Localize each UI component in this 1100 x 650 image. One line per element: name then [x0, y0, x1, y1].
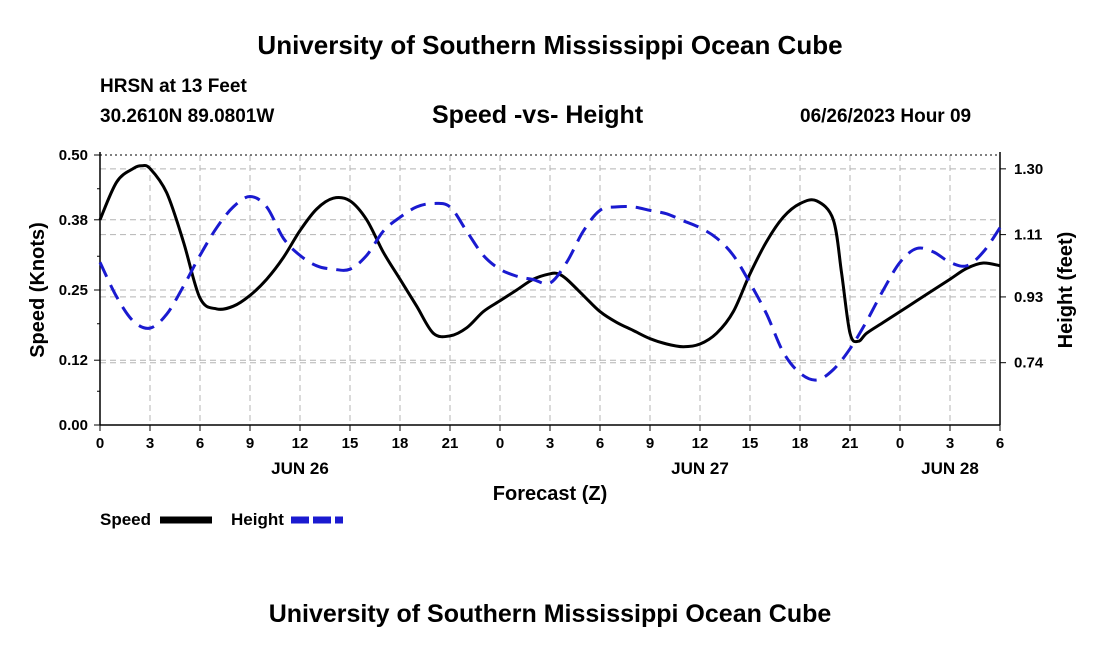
x-tick-label: 15: [742, 435, 759, 452]
station-label: HRSN at 13 Feet: [100, 76, 247, 97]
x-tick-label: 9: [646, 435, 654, 452]
y2-tick-label: 0.93: [1014, 289, 1043, 306]
x-axis-title: Forecast (Z): [493, 483, 607, 505]
y-tick-label: 0.00: [59, 417, 88, 434]
station-coords: 30.2610N 89.0801W: [100, 106, 275, 127]
chart-subtitle: Speed -vs- Height: [432, 101, 644, 129]
forecast-datetime: 06/26/2023 Hour 09: [800, 106, 972, 127]
x-tick-label: 3: [146, 435, 154, 452]
x-tick-label: 0: [896, 435, 904, 452]
y-tick-label: 0.25: [59, 282, 88, 299]
x-tick-label: 6: [996, 435, 1004, 452]
x-tick-label: 18: [392, 435, 409, 452]
y-axis-title: Speed (Knots): [27, 222, 49, 358]
y-tick-label: 0.50: [59, 147, 88, 164]
y2-tick-label: 0.74: [1014, 355, 1044, 372]
date-label: JUN 26: [271, 459, 329, 478]
x-tick-label: 12: [292, 435, 309, 452]
x-tick-label: 0: [496, 435, 504, 452]
y-tick-label: 0.38: [59, 212, 88, 229]
x-tick-label: 21: [442, 435, 459, 452]
date-label: JUN 27: [671, 459, 729, 478]
x-tick-label: 3: [546, 435, 554, 452]
height-series-line: [98, 195, 1002, 382]
legend-label-speed: Speed: [100, 510, 151, 529]
x-tick-label: 21: [842, 435, 859, 452]
legend-label-height: Height: [231, 510, 284, 529]
page-title-bottom: University of Southern Mississippi Ocean…: [268, 600, 832, 628]
x-tick-label: 9: [246, 435, 254, 452]
page-title: University of Southern Mississippi Ocean…: [257, 30, 843, 60]
date-label: JUN 28: [921, 459, 979, 478]
x-tick-label: 0: [96, 435, 104, 452]
x-tick-label: 12: [692, 435, 709, 452]
y2-tick-label: 1.30: [1014, 161, 1043, 178]
x-tick-label: 3: [946, 435, 954, 452]
x-tick-label: 18: [792, 435, 809, 452]
y-tick-label: 0.12: [59, 352, 88, 369]
x-tick-label: 15: [342, 435, 359, 452]
x-tick-label: 6: [596, 435, 604, 452]
x-tick-label: 6: [196, 435, 204, 452]
y2-tick-label: 1.11: [1014, 227, 1042, 244]
y2-axis-title: Height (feet): [1055, 232, 1077, 349]
